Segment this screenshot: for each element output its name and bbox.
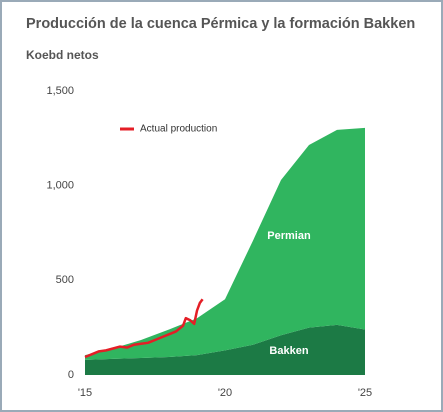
- chart-subtitle: Koebd netos: [26, 48, 99, 62]
- legend-label: Actual production: [140, 124, 217, 135]
- x-tick-label: '15: [78, 387, 92, 399]
- chart-title: Producción de la cuenca Pérmica y la for…: [26, 16, 415, 32]
- x-tick-label: '20: [218, 387, 232, 399]
- area-label: Bakken: [269, 345, 308, 357]
- area-label: Permian: [267, 230, 311, 242]
- area: [85, 127, 365, 360]
- y-tick-label: 1,000: [46, 180, 74, 192]
- y-tick-label: 1,500: [46, 85, 74, 97]
- y-tick-label: 0: [68, 369, 74, 381]
- x-tick-label: '25: [358, 387, 372, 399]
- line: [84, 298, 204, 359]
- area: [85, 324, 365, 375]
- y-tick-label: 500: [56, 274, 74, 286]
